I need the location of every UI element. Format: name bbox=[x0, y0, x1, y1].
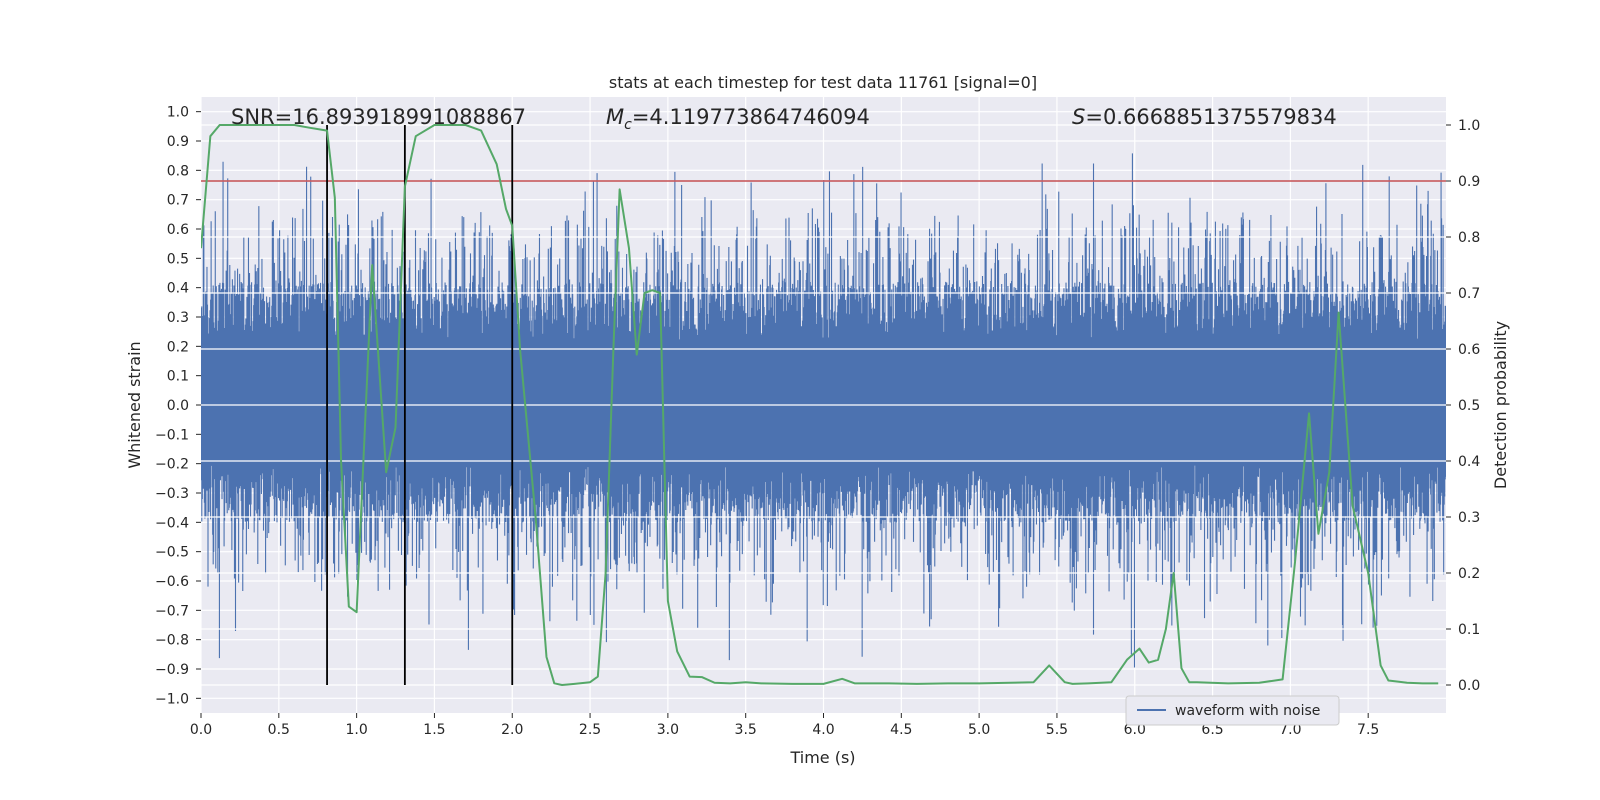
x-tick-label: 7.0 bbox=[1279, 722, 1301, 738]
probability-line bbox=[201, 124, 1439, 686]
left-tick-label: −0.9 bbox=[155, 662, 189, 678]
left-tick-label: −0.5 bbox=[155, 545, 189, 561]
x-tick-label: 3.5 bbox=[735, 722, 757, 738]
x-tick-label: 5.0 bbox=[968, 722, 990, 738]
chart-title: stats at each timestep for test data 117… bbox=[609, 73, 1037, 92]
legend-label: waveform with noise bbox=[1175, 703, 1320, 719]
x-tick-label: 2.5 bbox=[579, 722, 601, 738]
x-tick-label: 2.0 bbox=[501, 722, 523, 738]
x-tick-label: 3.0 bbox=[657, 722, 679, 738]
s-annotation: S=0.6668851375579834 bbox=[1072, 105, 1337, 129]
x-tick-label: 4.5 bbox=[890, 722, 912, 738]
right-tick-label: 0.9 bbox=[1458, 174, 1480, 190]
left-tick-label: 0.1 bbox=[167, 369, 189, 385]
left-tick-label: 0.3 bbox=[167, 310, 189, 326]
legend-box bbox=[1125, 695, 1340, 726]
s-value: =0.6668851375579834 bbox=[1085, 105, 1336, 129]
x-tick-label: 1.5 bbox=[423, 722, 445, 738]
left-tick-label: 1.0 bbox=[167, 105, 189, 121]
left-tick-label: −0.4 bbox=[155, 515, 189, 531]
x-tick-label: 5.5 bbox=[1046, 722, 1068, 738]
left-tick-label: 0.7 bbox=[167, 193, 189, 209]
left-tick-label: 0.5 bbox=[167, 251, 189, 267]
right-tick-label: 1.0 bbox=[1458, 118, 1480, 134]
x-tick-label: 0.0 bbox=[190, 722, 212, 738]
left-tick-label: −0.2 bbox=[155, 457, 189, 473]
x-tick-label: 6.5 bbox=[1201, 722, 1223, 738]
chirp-mass-annotation: Mc=4.119773864746094 bbox=[606, 105, 870, 133]
legend: waveform with noise bbox=[1125, 695, 1340, 726]
left-tick-label: −0.6 bbox=[155, 574, 189, 590]
snr-annotation: SNR=16.893918991088867 bbox=[231, 105, 526, 129]
x-tick-label: 7.5 bbox=[1357, 722, 1379, 738]
right-tick-label: 0.1 bbox=[1458, 622, 1480, 638]
right-axis-ticks: 0.0 0.1 0.2 0.3 0.4 0.5 0.6 0.7 0.8 0.9 1.0 bbox=[1446, 118, 1480, 694]
left-tick-label: 0.6 bbox=[167, 222, 189, 238]
left-tick-label: −0.7 bbox=[155, 603, 189, 619]
left-tick-label: −0.8 bbox=[155, 633, 189, 649]
right-tick-label: 0.7 bbox=[1458, 286, 1480, 302]
x-tick-label: 0.5 bbox=[268, 722, 290, 738]
left-tick-label: 0.2 bbox=[167, 339, 189, 355]
left-tick-label: −0.3 bbox=[155, 486, 189, 502]
right-tick-label: 0.2 bbox=[1458, 566, 1480, 582]
left-tick-label: −0.1 bbox=[155, 427, 189, 443]
chirp-mass-value: =4.119773864746094 bbox=[632, 105, 870, 129]
s-symbol: S bbox=[1072, 105, 1085, 129]
left-tick-label: 0.4 bbox=[167, 281, 189, 297]
right-tick-label: 0.5 bbox=[1458, 398, 1480, 414]
right-tick-label: 0.8 bbox=[1458, 230, 1480, 246]
right-tick-label: 0.3 bbox=[1458, 510, 1480, 526]
left-axis-label: Whitened strain bbox=[125, 341, 144, 468]
x-tick-label: 1.0 bbox=[345, 722, 367, 738]
x-tick-label: 6.0 bbox=[1124, 722, 1146, 738]
x-tick-label: 4.0 bbox=[812, 722, 834, 738]
right-axis-label: Detection probability bbox=[1491, 321, 1510, 489]
left-tick-label: 0.9 bbox=[167, 134, 189, 150]
left-tick-label: 0.0 bbox=[167, 398, 189, 414]
right-tick-label: 0.6 bbox=[1458, 342, 1480, 358]
vertical-markers bbox=[326, 125, 514, 685]
chirp-mass-symbol: M bbox=[606, 105, 624, 129]
x-axis-ticks: 0.0 0.5 1.0 1.5 2.0 2.5 3.0 3.5 4.0 4.5 5.0 5.5 6.0 6… bbox=[190, 713, 1379, 738]
left-tick-label: 0.8 bbox=[167, 163, 189, 179]
left-tick-label: −1.0 bbox=[155, 691, 189, 707]
right-tick-label: 0.4 bbox=[1458, 454, 1480, 470]
right-tick-label: 0.0 bbox=[1458, 678, 1480, 694]
left-axis-ticks: −1.0 −0.9 −0.8 −0.7 −0.6 −0.5 −0.4 −0.3 −0.2 −0.1… bbox=[155, 105, 201, 707]
probability-series bbox=[201, 124, 1439, 686]
x-axis-label: Time (s) bbox=[789, 748, 855, 767]
chirp-mass-subscript: c bbox=[624, 117, 632, 133]
